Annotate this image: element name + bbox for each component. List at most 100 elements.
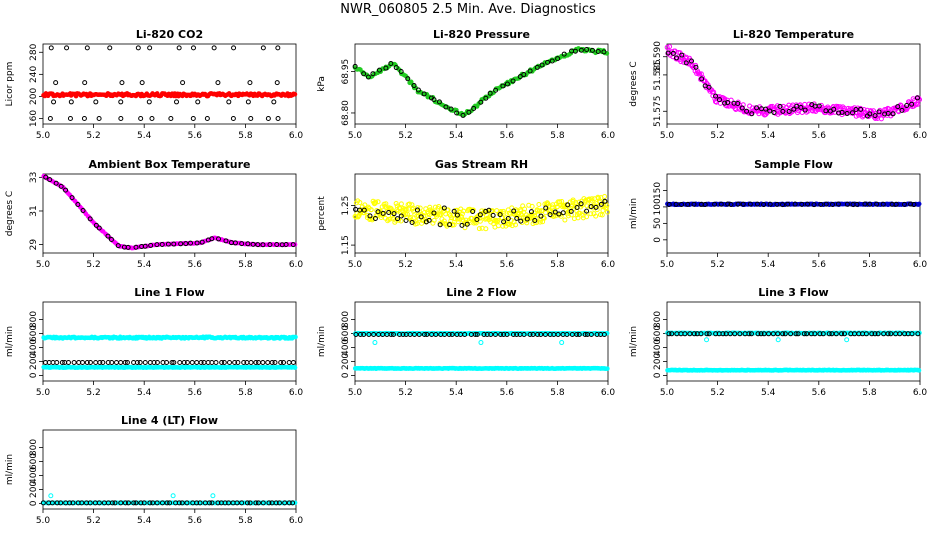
data-point bbox=[564, 332, 570, 338]
data-point bbox=[766, 331, 772, 337]
data-point bbox=[748, 331, 754, 337]
chart-li820-co2: Li-820 CO2 5.0 5.2 5.4 5.6 5.8 6.0 160 200 240 280… bbox=[5, 28, 303, 141]
y-tick-label: 1.15 bbox=[341, 235, 351, 255]
data-point bbox=[194, 500, 200, 506]
data-point bbox=[481, 332, 487, 338]
data-point bbox=[247, 500, 253, 506]
data-point bbox=[147, 45, 153, 51]
data-point bbox=[555, 56, 561, 62]
data-point bbox=[801, 331, 807, 337]
x-tick-label: 5.8 bbox=[862, 388, 877, 398]
series-line-3-black- bbox=[666, 331, 921, 337]
data-point bbox=[758, 331, 764, 337]
data-point bbox=[816, 103, 822, 109]
data-point bbox=[740, 201, 746, 207]
data-point bbox=[388, 205, 394, 211]
data-point bbox=[601, 332, 607, 338]
y-axis-label: kPa bbox=[317, 76, 327, 92]
data-point bbox=[441, 218, 447, 224]
data-point bbox=[823, 201, 829, 207]
data-point bbox=[361, 210, 367, 216]
chart-title: Line 1 Flow bbox=[134, 286, 204, 299]
panel-li820-co2: Li-820 CO2 5.0 5.2 5.4 5.6 5.8 6.0 160 200 240 280… bbox=[0, 26, 312, 156]
data-point bbox=[598, 201, 604, 207]
y-tick-label: 51.590 bbox=[653, 41, 663, 73]
data-point bbox=[549, 204, 555, 210]
data-point bbox=[909, 101, 915, 107]
data-point bbox=[478, 340, 484, 346]
data-point bbox=[771, 110, 777, 116]
x-tick-label: 5.4 bbox=[137, 131, 152, 141]
data-point bbox=[51, 99, 57, 105]
data-point bbox=[388, 60, 394, 66]
data-point bbox=[880, 201, 886, 207]
data-point bbox=[908, 201, 914, 207]
y-tick-label: 400 bbox=[341, 339, 351, 356]
data-point bbox=[383, 65, 389, 71]
data-point bbox=[704, 337, 710, 343]
data-point bbox=[206, 500, 212, 506]
data-point bbox=[159, 241, 165, 247]
data-point bbox=[534, 64, 540, 70]
data-point bbox=[552, 209, 558, 215]
series-pressure bbox=[352, 46, 610, 118]
data-point bbox=[522, 206, 528, 212]
data-point bbox=[357, 207, 363, 213]
data-point bbox=[739, 105, 745, 111]
x-tick-label: 5.6 bbox=[812, 131, 827, 141]
data-point bbox=[483, 95, 489, 101]
plot-frame bbox=[354, 43, 609, 125]
x-tick-label: 5.0 bbox=[348, 131, 363, 141]
y-axis-label: ml/min bbox=[629, 198, 639, 229]
data-point bbox=[118, 99, 124, 105]
plot-frame bbox=[42, 43, 297, 125]
data-point bbox=[556, 211, 562, 217]
data-point bbox=[390, 332, 396, 338]
y-tick-label: 68.80 bbox=[341, 100, 351, 126]
data-point bbox=[867, 201, 873, 207]
data-point bbox=[223, 238, 229, 244]
data-point bbox=[290, 242, 296, 248]
y-tick-label: 400 bbox=[653, 339, 663, 356]
data-point bbox=[171, 241, 177, 247]
data-point bbox=[260, 500, 266, 506]
x-tick-label: 5.6 bbox=[812, 388, 827, 398]
data-point bbox=[867, 111, 873, 117]
data-point bbox=[495, 218, 501, 224]
data-point bbox=[80, 359, 86, 365]
data-point bbox=[528, 209, 534, 215]
data-point bbox=[527, 68, 533, 74]
data-point bbox=[541, 215, 547, 221]
data-point bbox=[602, 198, 608, 204]
data-point bbox=[914, 95, 920, 101]
data-point bbox=[165, 241, 171, 247]
x-tick-label: 5.8 bbox=[550, 260, 565, 270]
data-point bbox=[222, 500, 228, 506]
data-point bbox=[167, 500, 173, 506]
x-tick-label: 5.0 bbox=[348, 388, 363, 398]
data-point bbox=[500, 83, 506, 89]
series-co2-2-5-min-ave bbox=[41, 91, 298, 99]
data-point bbox=[895, 104, 901, 110]
data-point bbox=[437, 222, 443, 228]
data-point bbox=[878, 116, 884, 122]
data-point bbox=[414, 207, 420, 213]
page-title: NWR_060805 2.5 Min. Ave. Diagnostics bbox=[340, 2, 596, 17]
data-point bbox=[112, 500, 118, 506]
data-point bbox=[521, 72, 527, 78]
data-point bbox=[755, 331, 761, 337]
x-tick-label: 5.8 bbox=[238, 131, 253, 141]
x-tick-label: 5.6 bbox=[812, 260, 827, 270]
data-point bbox=[572, 48, 578, 54]
data-point bbox=[747, 201, 753, 207]
data-point bbox=[142, 359, 148, 365]
x-tick-label: 5.2 bbox=[86, 260, 100, 270]
data-point bbox=[147, 500, 153, 506]
data-point bbox=[477, 212, 483, 218]
x-tick-label: 5.6 bbox=[188, 516, 203, 526]
x-tick-label: 5.2 bbox=[710, 131, 724, 141]
data-point bbox=[670, 50, 676, 56]
data-point bbox=[589, 47, 595, 53]
plot-frame bbox=[666, 43, 921, 125]
